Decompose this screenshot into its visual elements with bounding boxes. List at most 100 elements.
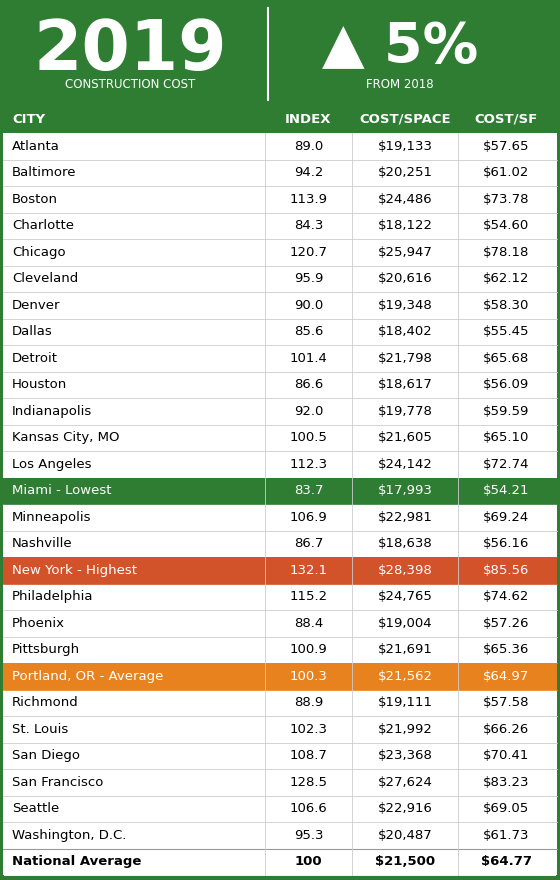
Text: 120.7: 120.7	[290, 246, 328, 259]
Text: $64.97: $64.97	[483, 670, 529, 683]
Bar	[3, 848, 557, 875]
Text: 86.6: 86.6	[294, 378, 323, 392]
Bar	[3, 398, 557, 424]
Text: 88.4: 88.4	[294, 617, 323, 630]
Text: $69.24: $69.24	[483, 510, 529, 524]
Text: $18,402: $18,402	[377, 326, 432, 338]
Text: $28,398: $28,398	[377, 564, 432, 576]
Text: 83.7: 83.7	[294, 484, 323, 497]
Text: Phoenix: Phoenix	[12, 617, 65, 630]
Text: Boston: Boston	[12, 193, 58, 206]
Bar	[3, 557, 557, 583]
Text: $78.18: $78.18	[483, 246, 529, 259]
Text: 100.5: 100.5	[290, 431, 328, 444]
Text: 108.7: 108.7	[290, 749, 328, 762]
Text: $19,348: $19,348	[377, 298, 432, 312]
Text: 132.1: 132.1	[290, 564, 328, 576]
Text: 113.9: 113.9	[290, 193, 328, 206]
Text: $70.41: $70.41	[483, 749, 529, 762]
Text: $21,500: $21,500	[375, 855, 435, 869]
Text: ▲ 5%: ▲ 5%	[322, 20, 478, 74]
Text: $64.77: $64.77	[480, 855, 531, 869]
Text: Cleveland: Cleveland	[12, 272, 78, 285]
Text: $69.05: $69.05	[483, 803, 529, 815]
Text: $18,638: $18,638	[377, 538, 432, 550]
Text: Dallas: Dallas	[12, 326, 53, 338]
Text: 94.2: 94.2	[294, 166, 323, 180]
Text: Los Angeles: Los Angeles	[12, 458, 91, 471]
Text: 88.9: 88.9	[294, 696, 323, 709]
Text: $55.45: $55.45	[483, 326, 529, 338]
Text: 89.0: 89.0	[294, 140, 323, 153]
Text: $18,617: $18,617	[377, 378, 432, 392]
Bar	[3, 451, 557, 478]
Text: 2019: 2019	[33, 17, 227, 84]
Text: $54.60: $54.60	[483, 219, 529, 232]
Bar	[3, 478, 557, 504]
Text: $72.74: $72.74	[483, 458, 529, 471]
Bar	[3, 424, 557, 451]
Text: Baltimore: Baltimore	[12, 166, 77, 180]
Text: INDEX: INDEX	[285, 113, 332, 126]
Text: 90.0: 90.0	[294, 298, 323, 312]
Text: Detroit: Detroit	[12, 352, 58, 364]
Text: 100: 100	[295, 855, 323, 869]
Text: $65.36: $65.36	[483, 643, 529, 656]
Bar	[3, 504, 557, 531]
Text: FROM 2018: FROM 2018	[366, 77, 434, 91]
Text: Charlotte: Charlotte	[12, 219, 74, 232]
Text: Pittsburgh: Pittsburgh	[12, 643, 80, 656]
Text: Atlanta: Atlanta	[12, 140, 60, 153]
Text: Denver: Denver	[12, 298, 60, 312]
Bar	[3, 371, 557, 398]
Text: $22,981: $22,981	[377, 510, 432, 524]
Bar	[3, 531, 557, 557]
Text: $57.26: $57.26	[483, 617, 529, 630]
Text: $58.30: $58.30	[483, 298, 529, 312]
Text: $65.68: $65.68	[483, 352, 529, 364]
Bar	[3, 822, 557, 848]
Text: 106.6: 106.6	[290, 803, 328, 815]
Bar	[3, 636, 557, 663]
Text: Minneapolis: Minneapolis	[12, 510, 91, 524]
Text: 95.3: 95.3	[294, 829, 323, 842]
Bar	[2, 105, 558, 878]
Text: Houston: Houston	[12, 378, 67, 392]
Bar	[3, 186, 557, 212]
Text: $56.16: $56.16	[483, 538, 529, 550]
Bar	[3, 239, 557, 266]
Text: 100.3: 100.3	[290, 670, 328, 683]
Text: 115.2: 115.2	[290, 590, 328, 604]
Bar	[3, 266, 557, 292]
Text: $66.26: $66.26	[483, 722, 529, 736]
Bar	[3, 716, 557, 743]
Text: $25,947: $25,947	[377, 246, 432, 259]
Text: $21,691: $21,691	[377, 643, 432, 656]
Text: $24,765: $24,765	[377, 590, 432, 604]
Text: $19,778: $19,778	[377, 405, 432, 418]
Bar	[3, 319, 557, 345]
Text: Indianapolis: Indianapolis	[12, 405, 92, 418]
Text: 101.4: 101.4	[290, 352, 328, 364]
Text: $23,368: $23,368	[377, 749, 432, 762]
Text: $24,486: $24,486	[377, 193, 432, 206]
Text: Kansas City, MO: Kansas City, MO	[12, 431, 119, 444]
Text: Washington, D.C.: Washington, D.C.	[12, 829, 127, 842]
Text: 100.9: 100.9	[290, 643, 328, 656]
Text: $27,624: $27,624	[377, 776, 432, 788]
Bar	[3, 583, 557, 610]
Bar	[0, 105, 560, 133]
Text: $65.10: $65.10	[483, 431, 529, 444]
Text: $57.65: $57.65	[483, 140, 529, 153]
Text: COST/SF: COST/SF	[474, 113, 538, 126]
Bar	[3, 743, 557, 769]
Bar	[3, 796, 557, 822]
Bar	[3, 292, 557, 319]
Bar	[3, 212, 557, 239]
Text: 106.9: 106.9	[290, 510, 328, 524]
Text: Portland, OR - Average: Portland, OR - Average	[12, 670, 164, 683]
Text: $85.56: $85.56	[483, 564, 529, 576]
Bar	[3, 610, 557, 636]
Text: $21,562: $21,562	[377, 670, 432, 683]
Text: $20,251: $20,251	[377, 166, 432, 180]
